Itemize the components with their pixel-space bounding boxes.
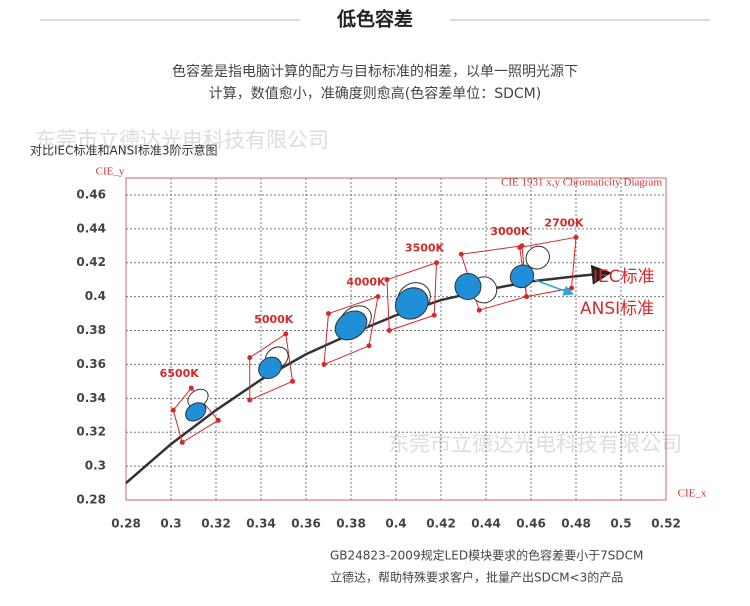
quad-point xyxy=(386,328,392,334)
quad-point xyxy=(215,417,221,423)
x-tick-label: 0.48 xyxy=(561,517,591,531)
x-axis-label: CIE_x xyxy=(678,488,707,500)
cct-label: 2700K xyxy=(544,216,584,229)
x-tick-label: 0.42 xyxy=(426,517,456,531)
x-tick-label: 0.44 xyxy=(471,517,501,531)
ellipse-mark xyxy=(509,264,535,289)
y-tick-label: 0.4 xyxy=(85,289,106,303)
x-tick-label: 0.28 xyxy=(111,517,141,531)
quad-point xyxy=(247,397,253,403)
quad-point xyxy=(569,285,574,291)
watermark: 东莞市立德达光电科技有限公司 xyxy=(35,128,329,152)
quad-point xyxy=(384,277,390,283)
footer-line: 立德达，帮助特殊要求客户，批量产出SDCM<3的产品 xyxy=(330,570,623,585)
ellipse-mark xyxy=(525,245,550,270)
x-tick-label: 0.46 xyxy=(516,517,546,531)
quad-point xyxy=(458,251,464,257)
quad-point xyxy=(431,312,437,318)
y-tick-label: 0.3 xyxy=(85,459,106,473)
y-tick-label: 0.44 xyxy=(76,221,106,235)
y-tick-label: 0.38 xyxy=(76,323,106,337)
ellipse-mark xyxy=(185,402,207,422)
x-tick-label: 0.34 xyxy=(246,517,276,531)
quad-point xyxy=(321,361,327,367)
quad-point xyxy=(179,439,185,445)
x-tick-label: 0.5 xyxy=(610,517,631,531)
quad-point xyxy=(517,244,523,250)
ellipse-mark xyxy=(334,310,368,341)
y-tick-label: 0.36 xyxy=(76,357,106,371)
ellipse-mark xyxy=(258,356,282,380)
cct-label: 3500K xyxy=(405,242,445,255)
ellipse-mark xyxy=(394,287,429,320)
cct-label: 6500K xyxy=(160,367,200,380)
quad-point xyxy=(290,378,295,384)
quad-point xyxy=(188,385,194,391)
plot-frame xyxy=(125,177,667,501)
intro-line: 计算，数值愈小，准确度则愈高(色容差单位：SDCM) xyxy=(209,85,541,102)
x-tick-label: 0.3 xyxy=(160,517,181,531)
y-tick-label: 0.28 xyxy=(76,493,106,507)
quad-point xyxy=(524,294,529,300)
chart-subtitle: 对比IEC标准和ANSI标准3阶示意图 xyxy=(30,143,217,158)
quad-point xyxy=(476,307,482,313)
quad-point xyxy=(170,407,176,413)
quad-point xyxy=(375,294,381,300)
y-tick-label: 0.34 xyxy=(76,391,106,405)
cct-label: 3000K xyxy=(490,225,530,238)
cct-label: 4000K xyxy=(346,276,386,289)
watermark: 东莞市立德达光电科技有限公司 xyxy=(388,432,682,456)
x-tick-label: 0.36 xyxy=(291,517,321,531)
y-tick-label: 0.32 xyxy=(76,425,106,439)
y-tick-label: 0.42 xyxy=(76,255,106,269)
intro-line: 色容差是指电脑计算的配方与目标标准的相差，以单一照明光源下 xyxy=(172,63,578,80)
y-axis-label: CIE_y xyxy=(96,166,125,178)
pointer-arrow xyxy=(534,279,574,296)
x-tick-label: 0.52 xyxy=(651,517,681,531)
quad-point xyxy=(434,260,439,266)
quad-point xyxy=(366,343,372,349)
quad-point xyxy=(573,234,579,240)
quad-point xyxy=(326,311,331,317)
x-tick-label: 0.38 xyxy=(336,517,366,531)
x-tick-label: 0.4 xyxy=(385,517,406,531)
cct-label: 5000K xyxy=(254,313,294,326)
legend-label: IEC标准 xyxy=(593,267,655,287)
legend-label: ANSI标准 xyxy=(580,299,654,319)
quad-point xyxy=(247,355,253,361)
chart-title: CIE 1931 x,y Chromaticity Diagram xyxy=(501,177,662,189)
y-tick-label: 0.46 xyxy=(76,187,106,201)
x-tick-label: 0.32 xyxy=(201,517,231,531)
page-title: 低色容差 xyxy=(336,8,413,31)
quad-point xyxy=(283,331,289,337)
footer-line: GB24823-2009规定LED模块要求的色容差要小于7SDCM xyxy=(330,548,643,563)
ellipse-mark xyxy=(454,272,482,300)
